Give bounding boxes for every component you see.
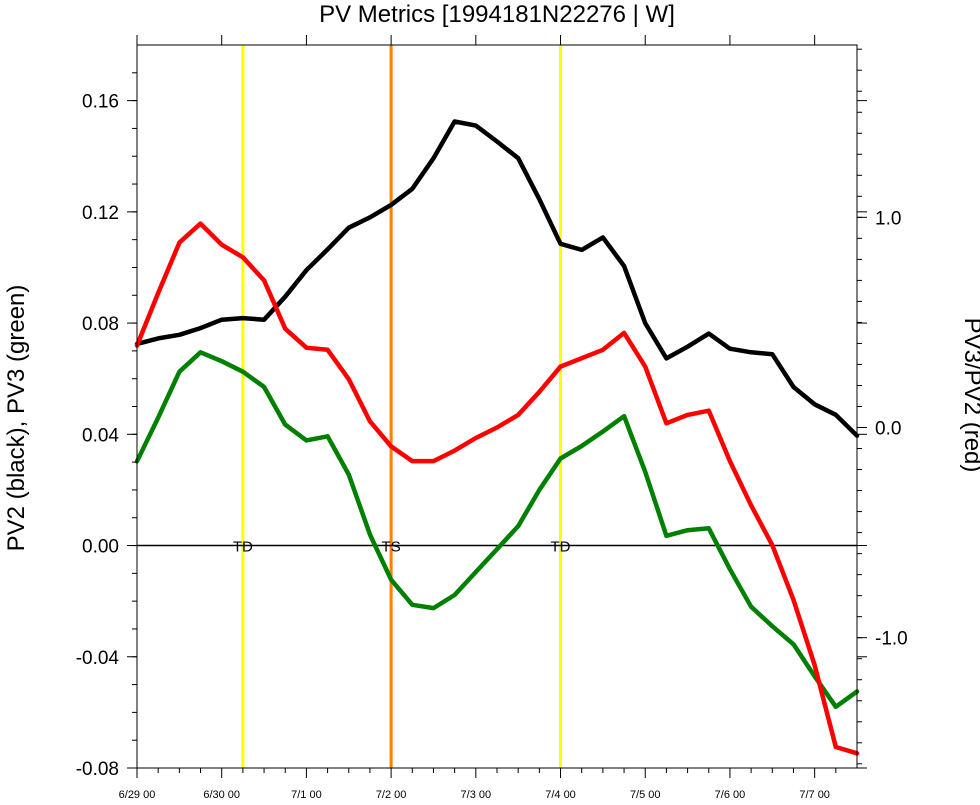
right-tick-label-2: -1.0: [875, 629, 908, 650]
x-tick-label-8: 7/7 00: [799, 789, 830, 801]
stage-annotation-2: TD: [551, 539, 571, 556]
left-axis: 0.16 0.12 0.08 0.04 0.00 -0.04 -0.08: [76, 72, 867, 780]
x-tick-label-6: 7/5 00: [630, 789, 661, 801]
series-line-pv3-pv2: [134, 221, 860, 756]
plot-frame: [136, 44, 858, 769]
x-tick-label-7: 7/6 00: [715, 789, 746, 801]
x-tick-label-2: 7/1 00: [291, 789, 322, 801]
left-tick-label-3: 0.04: [82, 425, 119, 446]
x-tick-label-1: 6/30 00: [203, 789, 240, 801]
left-axis-label: PV2 (black), PV3 (green): [3, 285, 30, 552]
stage-annotations: TD TS TD: [233, 539, 571, 556]
series-lines: [134, 119, 860, 756]
right-tick-label-1: 0.0: [875, 419, 901, 440]
left-tick-label-0: 0.16: [82, 92, 119, 113]
series-line-pv3: [134, 350, 860, 710]
left-tick-label-1: 0.12: [82, 203, 119, 224]
x-tick-label-5: 7/4 00: [545, 789, 576, 801]
x-axis: 6/29 00 6/30 00 7/1 00 7/2 00 7/3 00 7/4 00 7/…: [119, 35, 837, 801]
left-tick-label-2: 0.08: [82, 314, 119, 335]
series-line-pv2: [134, 119, 860, 438]
chart-title: PV Metrics [1994181N22276 | W]: [319, 1, 675, 28]
x-tick-label-4: 7/3 00: [461, 789, 492, 801]
right-axis: 1.0 0.0 -1.0: [857, 48, 908, 765]
left-tick-label-6: -0.08: [76, 759, 119, 780]
left-tick-label-5: -0.04: [76, 648, 120, 669]
stage-lines: [241, 45, 563, 768]
x-tick-label-0: 6/29 00: [119, 789, 156, 801]
stage-annotation-0: TD: [233, 539, 253, 556]
right-axis-label: PV3/PV2 (red): [959, 318, 980, 473]
stage-annotation-1: TS: [382, 539, 401, 556]
right-tick-label-0: 1.0: [875, 208, 901, 229]
x-tick-label-3: 7/2 00: [376, 789, 407, 801]
left-tick-label-4: 0.00: [82, 537, 119, 558]
